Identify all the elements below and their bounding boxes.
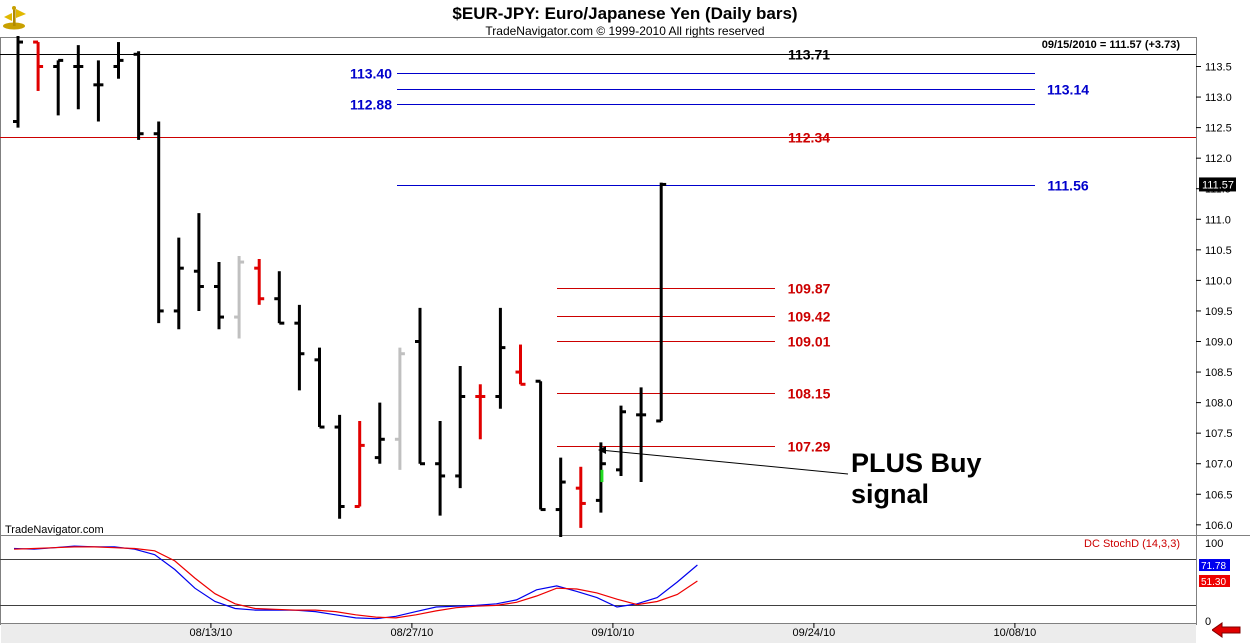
level-lines: 113.71 113.40 113.14 112.88 112.34 111.56 109.… [0, 47, 1196, 455]
stoch-axis-label: 100 [1205, 538, 1223, 550]
date-axis-label: 10/08/10 [993, 627, 1036, 639]
ohlc-bar [33, 40, 44, 91]
ohlc-bar [636, 387, 647, 483]
price-axis-label: 107.5 [1205, 428, 1233, 440]
last-price-label: 111.57 [1202, 179, 1234, 191]
price-axis-label: 107.0 [1205, 459, 1233, 471]
ohlc-bar [113, 42, 124, 79]
ohlc-bar [575, 466, 586, 528]
last-price-box [1199, 177, 1236, 192]
chart-subtitle: TradeNavigator.com © 1999-2010 All right… [485, 24, 764, 38]
ohlc-bar [435, 420, 446, 516]
ohlc-bar [153, 121, 164, 324]
price-axis-label: 112.0 [1205, 153, 1232, 165]
price-bars [13, 35, 667, 538]
signal-pointer-line [599, 449, 849, 475]
ohlc-bar [314, 347, 325, 429]
stoch-axis-label: 0 [1205, 616, 1211, 628]
stoch-value-box [1199, 559, 1230, 572]
ohlc-bar [374, 402, 385, 464]
level-label: 108.15 [788, 386, 831, 402]
level-label: 113.71 [788, 47, 830, 63]
ohlc-bar [455, 365, 466, 489]
price-axis-label: 109.5 [1205, 306, 1233, 318]
ohlc-bar [354, 420, 365, 508]
ohlc-bar [515, 344, 526, 386]
level-label: 109.01 [788, 334, 831, 350]
price-axis-label: 108.5 [1205, 367, 1233, 379]
price-axis-label: 106.5 [1205, 489, 1233, 501]
ohlc-bar [73, 45, 84, 110]
level-label: 109.87 [788, 281, 831, 297]
ohlc-bar [656, 182, 667, 423]
signal-pointer-arrowhead [598, 446, 606, 454]
plus-buy-signal-annotation: PLUS Buy signal [851, 448, 982, 510]
date-axis-label: 09/24/10 [792, 627, 835, 639]
price-axis-label: 110.0 [1205, 275, 1232, 287]
price-axis-label: 110.5 [1205, 245, 1232, 257]
price-axis-label: 108.0 [1205, 398, 1233, 410]
level-label: 111.56 [1047, 178, 1088, 194]
ohlc-bar [214, 262, 224, 330]
price-axis: 106.0 106.5 107.0 107.5 108.0 108.5 109.0 109.5… [1196, 62, 1236, 532]
ohlc-bar [415, 307, 425, 466]
price-axis-label: 113.5 [1205, 62, 1232, 74]
tradenavigator-logo [3, 6, 26, 30]
level-label: 113.14 [1047, 82, 1089, 98]
back-arrow-icon[interactable] [1212, 622, 1242, 638]
date-axis-label: 09/10/10 [591, 627, 634, 639]
stoch-value-label: 71.78 [1201, 561, 1226, 572]
level-label: 113.40 [350, 66, 392, 82]
price-axis-label: 111.0 [1205, 214, 1231, 226]
annotation-line-1: PLUS Buy [851, 448, 982, 478]
level-label: 109.42 [788, 309, 831, 325]
ohlc-bar [13, 35, 23, 128]
price-axis-label: 106.0 [1205, 520, 1233, 532]
price-axis-label: 113.0 [1205, 92, 1232, 104]
ohlc-bar [93, 60, 104, 122]
annotation-line-2: signal [851, 479, 930, 509]
ohlc-bar [334, 414, 345, 519]
price-axis-label: 112.5 [1205, 123, 1232, 135]
ohlc-bar [173, 237, 184, 330]
ohlc-bar [254, 259, 265, 305]
level-label: 112.34 [788, 130, 830, 146]
indicator-name: DC StochD (14,3,3) [1084, 538, 1180, 550]
ohlc-bar [274, 271, 285, 325]
date-axis-label: 08/27/10 [390, 627, 433, 639]
ohlc-bar [53, 58, 64, 116]
chart-title: $EUR-JPY: Euro/Japanese Yen (Daily bars) [452, 4, 797, 23]
ohlc-bar [535, 379, 546, 512]
stoch-line-red [13, 546, 698, 619]
watermark: TradeNavigator.com [5, 524, 104, 536]
ohlc-bar [193, 213, 204, 311]
stochastic-panel: 100 0 71.78 51.30 [0, 538, 1230, 628]
ohlc-bar [294, 304, 305, 391]
price-axis-label: 109.0 [1205, 337, 1233, 349]
date-axis-label: 08/13/10 [189, 627, 232, 639]
stoch-value-box [1199, 574, 1230, 587]
ohlc-bar [133, 51, 144, 140]
stoch-value-label: 51.30 [1201, 577, 1226, 588]
ohlc-bar [394, 347, 405, 470]
ohlc-bar [555, 457, 566, 538]
ohlc-bar [234, 255, 245, 339]
ohlc-bar [495, 307, 506, 409]
ohlc-bar [616, 405, 626, 476]
level-label: 107.29 [788, 439, 831, 455]
ohlc-bar [475, 384, 486, 440]
date-axis: 08/13/10 08/27/10 09/10/10 09/24/10 10/08/10 [189, 623, 1036, 639]
quote-readout: 09/15/2010 = 111.57 (+3.73) [1042, 39, 1181, 51]
level-label: 112.88 [350, 97, 392, 113]
